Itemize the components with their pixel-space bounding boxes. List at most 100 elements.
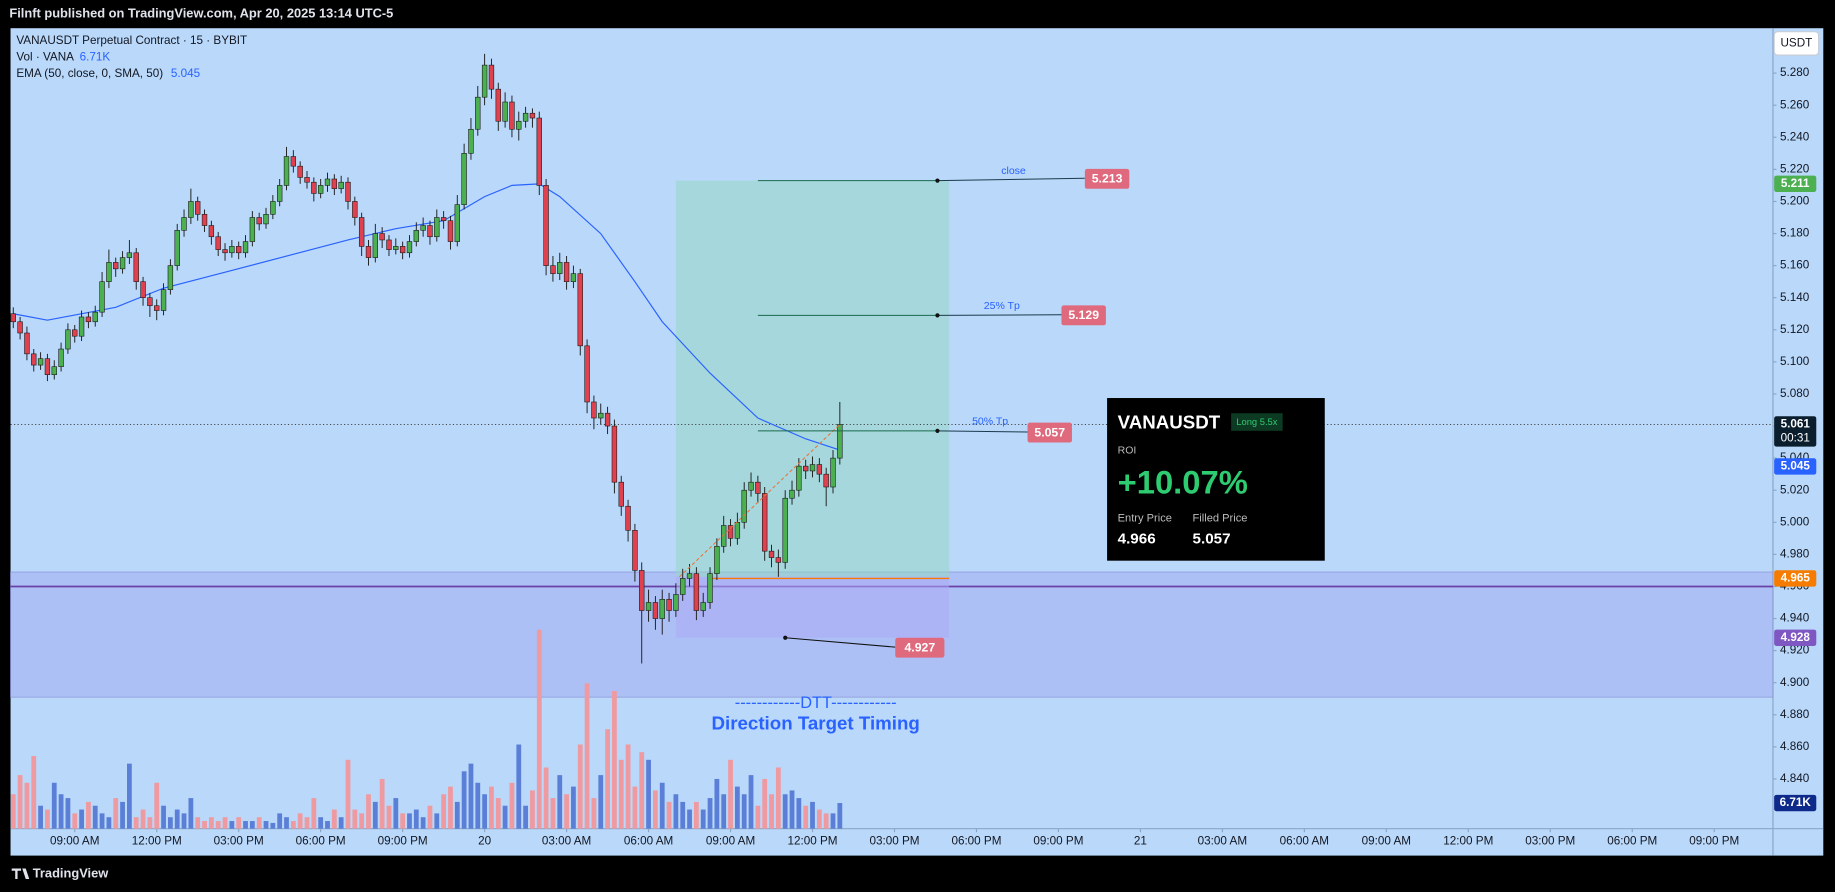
candle-body [331,178,338,189]
volume-bar [297,813,303,829]
candle-body [249,217,256,242]
volume-bar [249,821,255,829]
volume-bar [823,813,829,829]
target-connector [937,314,1062,316]
candle-body [188,201,194,218]
candle-body [393,246,399,250]
legend-ema: EMA (50, close, 0, SMA, 50) [16,67,163,80]
volume-bar [31,755,37,829]
target-name: 50% Tp [972,415,1008,427]
volume-bar [714,778,720,829]
volume-bar [468,763,474,829]
target-tag-label: 5.129 [1068,308,1099,322]
candle-body [406,241,413,254]
candle-body [762,493,768,552]
volume-bar [523,805,528,829]
target-dot [935,313,940,318]
x-tick-label: 06:00 PM [1607,835,1657,848]
candle-body [154,305,160,311]
candle-body [372,233,379,258]
stop-connector [785,637,896,648]
y-tick-label: 4.980 [1780,547,1810,560]
y-tick-label: 5.220 [1780,162,1810,175]
candle-body [645,602,652,611]
candle-body [584,345,590,403]
volume-bar [571,786,576,829]
volume-bar [680,801,686,829]
volume-bar [653,790,658,829]
candle-body [78,316,85,337]
volume-bar [311,798,317,829]
price-tag [1774,175,1817,193]
volume-bar [161,805,166,829]
candle-body [85,316,92,323]
pnl-card: VANAUSDT Long 5.5x ROI +10.07% Entry Pri… [1107,398,1325,561]
candle-body [830,457,836,488]
candle-body [338,181,344,189]
volume-bar [803,805,809,829]
volume-bar [796,798,802,829]
volume-bar [45,809,50,829]
volume-bar [769,794,774,829]
price-tag-label: 5.061 [1781,418,1811,431]
stop-tag-label: 4.927 [904,641,935,655]
y-tick-label: 5.240 [1780,130,1810,143]
volume-bar [256,817,262,829]
candle-body [693,573,700,611]
price-tag-label: 4.965 [1781,572,1811,585]
currency-button[interactable] [1773,31,1820,56]
volume-bar [489,786,494,829]
price-tag [1774,416,1817,447]
candle-body [242,241,249,254]
volume-bar [51,782,57,829]
volume-bar [277,813,283,829]
candle-body [413,230,419,242]
candle-body [324,178,331,186]
candle-body [270,201,276,215]
profit-zone [675,180,950,577]
candle-body [72,329,78,337]
trade-line [679,424,841,578]
candle-body [304,177,310,183]
candle-body [727,525,734,539]
x-tick-label: 03:00 PM [1525,835,1575,848]
volume-bar [810,801,815,829]
candle-body [283,156,290,186]
volume-bar [564,794,569,829]
candle-body [229,246,235,254]
candle-body [837,424,843,459]
x-tick-label: 09:00 PM [1033,835,1083,848]
volume-bar [441,794,447,829]
x-tick-label: 03:00 AM [1198,835,1247,848]
volume-bar [625,744,631,829]
volume-bar [748,775,754,829]
volume-bar [120,801,125,829]
volume-bar [72,813,78,829]
volume-bar [741,794,747,829]
volume-bar [755,805,761,829]
volume-bar [325,821,330,829]
volume-bar [762,778,768,829]
volume-bar [188,798,194,829]
candle-body [297,165,303,178]
volume-bar [229,821,235,829]
volume-bar [79,809,84,829]
candle-body [652,602,659,619]
volume-bar [707,798,713,829]
volume-bar [782,794,788,829]
candle-body [399,246,406,254]
target-name: close [1001,165,1026,177]
candle-body [563,262,570,282]
currency-label: USDT [1780,37,1812,50]
candle-body [174,230,180,266]
card-bg [1107,398,1325,561]
price-tag [1774,794,1817,812]
candle-body [625,505,631,531]
x-tick-label: 06:00 PM [951,835,1001,848]
candle-body [529,112,536,119]
volume-bar [495,798,501,829]
volume-bar [789,790,795,829]
candle-body [92,311,98,323]
volume-bar [646,759,651,829]
target-name: 25% Tp [984,300,1020,312]
